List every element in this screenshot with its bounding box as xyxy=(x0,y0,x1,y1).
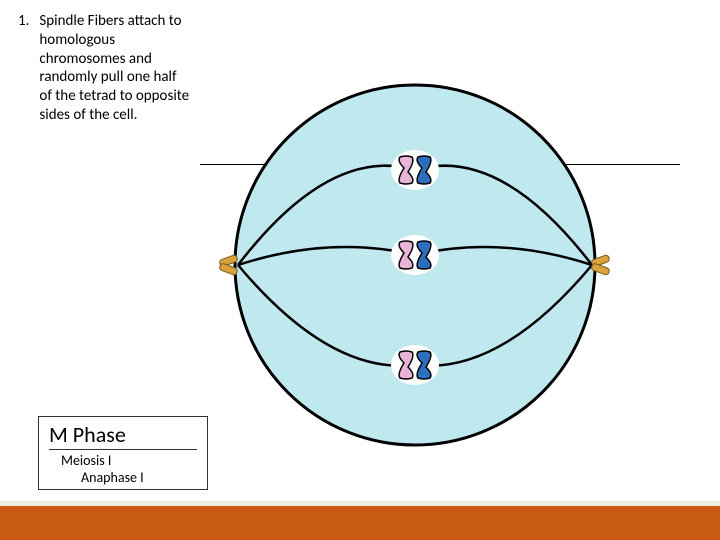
cell-diagram xyxy=(160,75,670,455)
phase-sub1: Meiosis I xyxy=(61,452,197,469)
phase-box: M Phase Meiosis I Anaphase I xyxy=(38,416,208,490)
phase-title: M Phase xyxy=(49,421,197,450)
footer-bar xyxy=(0,506,720,540)
step-number: 1. xyxy=(18,12,36,31)
step-description: 1. Spindle Fibers attach to homologous c… xyxy=(18,12,193,125)
step-text: Spindle Fibers attach to homologous chro… xyxy=(39,12,189,125)
phase-sub2: Anaphase I xyxy=(81,469,197,486)
